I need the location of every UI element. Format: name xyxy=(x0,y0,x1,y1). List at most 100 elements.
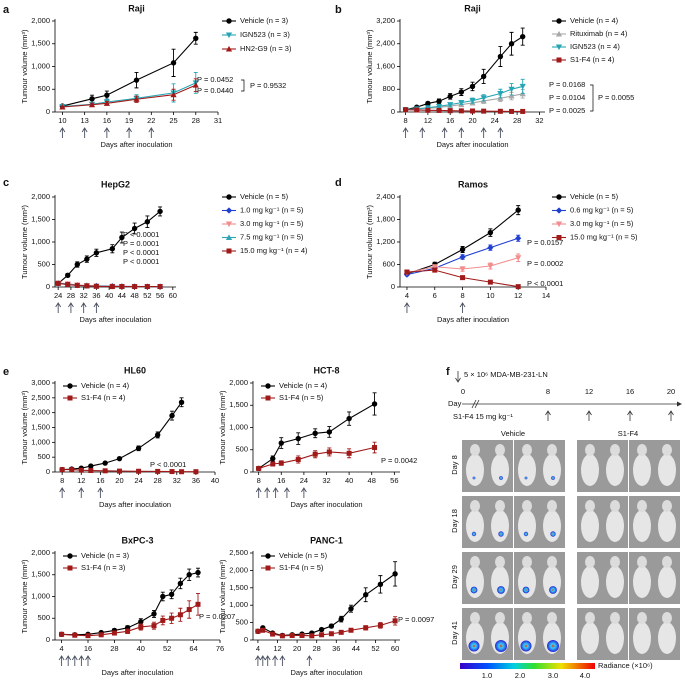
x-tick-label: 28 xyxy=(513,116,521,125)
marker xyxy=(326,429,333,435)
marker xyxy=(459,266,466,273)
dose-arrow xyxy=(97,487,104,498)
y-tick-label: 1,000 xyxy=(31,237,50,246)
mouse-body xyxy=(581,510,599,542)
p-value: P = 0.0157 xyxy=(527,238,563,247)
marker xyxy=(170,60,177,66)
x-tick-label: 52 xyxy=(371,644,379,653)
signal xyxy=(549,586,557,594)
mouse-head xyxy=(470,556,480,568)
dose-arrow xyxy=(480,127,487,138)
mouse-body xyxy=(466,454,484,486)
marker xyxy=(377,622,383,628)
dose-arrow xyxy=(71,655,78,666)
x-tick-label: 10 xyxy=(58,116,66,125)
marker xyxy=(59,103,66,110)
legend-label: S1-F4 (n = 5) xyxy=(279,393,324,402)
marker xyxy=(193,469,199,475)
marker xyxy=(144,219,151,225)
mouse-body xyxy=(606,566,624,598)
p-value: P = 0.0440 xyxy=(197,86,233,95)
series-line xyxy=(405,36,523,111)
signal xyxy=(468,640,480,652)
marker xyxy=(318,626,325,633)
mouse-head xyxy=(585,444,595,456)
marker xyxy=(508,41,515,47)
marker xyxy=(278,460,284,466)
marker xyxy=(470,108,475,114)
dose-arrow xyxy=(103,127,110,138)
p-value: P < 0.0001 xyxy=(123,257,159,266)
p-value: P = 0.0001 xyxy=(123,239,159,248)
y-tick-label: 0 xyxy=(244,635,248,644)
chart-title: HL60 xyxy=(124,365,146,375)
dose-arrow xyxy=(65,655,72,666)
mouse-body xyxy=(658,454,676,486)
dose-arrows xyxy=(545,410,674,421)
mouse-head xyxy=(522,444,532,456)
mouse-body xyxy=(633,622,651,654)
series-line xyxy=(62,37,197,107)
mouse-body xyxy=(518,566,536,598)
marker xyxy=(326,449,332,455)
y-tick-label: 500 xyxy=(37,613,50,622)
y-tick-label: 2,000 xyxy=(229,565,248,574)
marker xyxy=(72,632,78,638)
p-value: P = 0.0097 xyxy=(398,615,434,624)
marker xyxy=(436,107,442,113)
legend-marker xyxy=(555,207,563,214)
marker xyxy=(458,89,465,95)
x-axis-label: Days after inoculation xyxy=(290,500,362,509)
marker xyxy=(392,571,398,577)
legend-marker xyxy=(556,235,562,240)
panel-letter: c xyxy=(3,177,9,189)
injection-arrow-head xyxy=(455,377,461,383)
dose-arrow xyxy=(404,302,410,313)
y-tick-label: 1,500 xyxy=(31,422,50,431)
marker xyxy=(133,77,140,83)
marker xyxy=(346,415,352,422)
mouse-head xyxy=(610,444,620,456)
y-tick-label: 2,000 xyxy=(31,408,50,417)
chart-title: Raji xyxy=(464,3,481,13)
dose-arrow xyxy=(148,127,155,138)
marker xyxy=(312,430,318,436)
p-value: P = 0.0002 xyxy=(527,259,563,268)
dose-arrow xyxy=(264,655,271,666)
chart-title: BxPC-3 xyxy=(121,535,153,545)
marker xyxy=(192,82,199,88)
signal xyxy=(495,640,507,652)
x-tick-label: 25 xyxy=(169,116,177,125)
signal xyxy=(524,476,528,480)
y-tick-label: 2,000 xyxy=(31,548,50,557)
marker xyxy=(157,208,163,215)
marker xyxy=(102,468,108,474)
y-tick-label: 1,000 xyxy=(229,422,248,431)
legend-marker xyxy=(556,18,562,24)
mouse-head xyxy=(522,612,532,624)
legend-label: S1-F4 (n = 4) xyxy=(81,393,126,402)
marker xyxy=(109,284,115,290)
marker xyxy=(102,460,108,466)
mouse-head xyxy=(547,612,557,624)
marker xyxy=(270,461,276,467)
marker xyxy=(135,445,142,451)
x-axis-label: Days after inoculation xyxy=(290,668,362,677)
marker xyxy=(78,467,84,473)
x-tick-label: 12 xyxy=(514,291,522,300)
y-tick-label: 1,500 xyxy=(229,400,248,409)
x-tick-label: 20 xyxy=(293,644,301,653)
marker xyxy=(74,282,80,288)
marker xyxy=(377,581,384,588)
mouse-head xyxy=(470,612,480,624)
mouse-head xyxy=(547,556,557,568)
marker xyxy=(103,100,110,106)
series-line xyxy=(62,82,196,108)
marker xyxy=(497,53,504,60)
x-tick-label: 28 xyxy=(313,644,321,653)
dose-arrow xyxy=(497,127,504,138)
mouse-head xyxy=(585,556,595,568)
x-axis-label: Days after inoculation xyxy=(100,140,172,149)
marker xyxy=(447,102,454,108)
marker xyxy=(89,96,95,102)
